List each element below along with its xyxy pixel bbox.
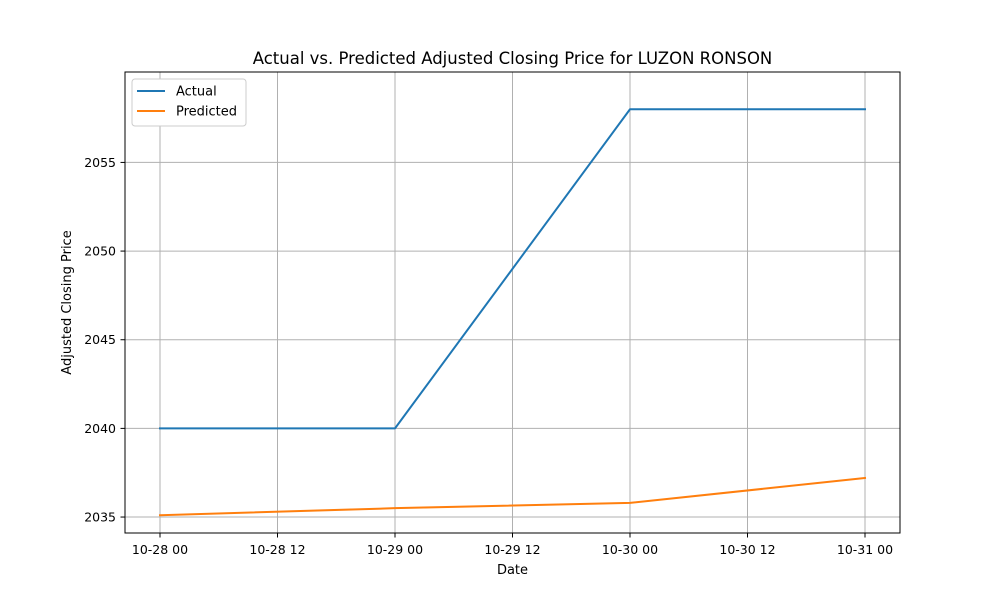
y-tick-label: 2035: [84, 510, 116, 525]
x-tick-label: 10-30 00: [602, 542, 658, 557]
x-tick-label: 10-28 00: [132, 542, 188, 557]
y-tick-label: 2040: [84, 421, 116, 436]
legend-label-actual: Actual: [176, 85, 217, 100]
grid: [125, 72, 900, 533]
y-tick-label: 2045: [84, 332, 116, 347]
series-line-actual: [159, 108, 866, 430]
legend-label-predicted: Predicted: [176, 105, 237, 120]
x-tick-label: 10-31 00: [837, 542, 893, 557]
legend: Actual Predicted: [131, 78, 247, 127]
x-tick-label: 10-29 12: [484, 542, 540, 557]
x-axis-label: Date: [497, 563, 528, 578]
chart-title: Actual vs. Predicted Adjusted Closing Pr…: [253, 49, 773, 68]
x-tick-label: 10-29 00: [367, 542, 423, 557]
y-axis: 2035 2040 2045 2050 2055: [84, 155, 125, 525]
y-tick-label: 2055: [84, 155, 116, 170]
y-axis-label: Adjusted Closing Price: [60, 230, 75, 374]
series-line-predicted: [158, 476, 867, 517]
y-tick-label: 2050: [84, 244, 116, 259]
x-tick-label: 10-28 12: [249, 542, 305, 557]
x-axis: 10-28 00 10-28 12 10-29 00 10-29 12 10-30 00…: [132, 533, 893, 557]
x-tick-label: 10-30 12: [719, 542, 775, 557]
series-layer: [158, 108, 867, 517]
